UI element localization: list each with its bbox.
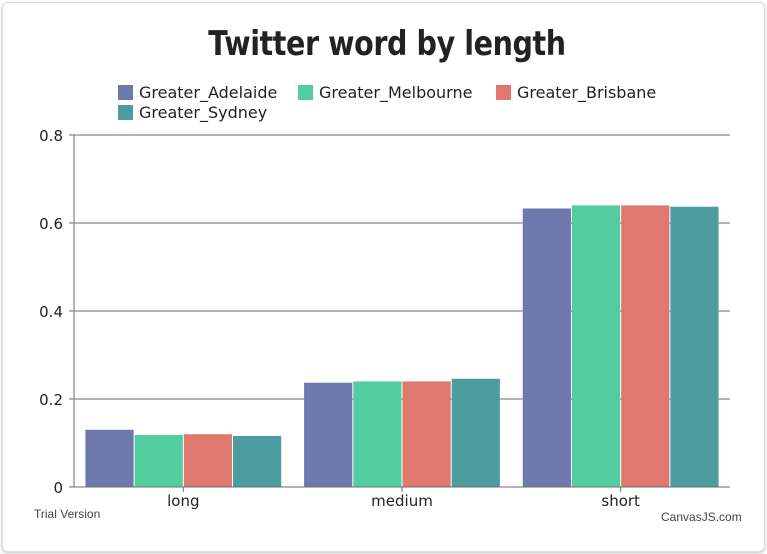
legend-item-greater-sydney[interactable]: Greater_Sydney bbox=[118, 102, 267, 122]
y-tick-label: 0.6 bbox=[39, 215, 63, 233]
bar-greater-sydney-medium[interactable] bbox=[451, 378, 500, 487]
bar-greater-sydney-short[interactable] bbox=[670, 206, 719, 487]
legend-item-greater-melbourne[interactable]: Greater_Melbourne bbox=[298, 82, 472, 102]
credit-link[interactable]: CanvasJS.com bbox=[661, 510, 742, 524]
legend-label: Greater_Adelaide bbox=[139, 82, 278, 102]
legend-label: Greater_Sydney bbox=[139, 102, 268, 122]
trial-version-label: Trial Version bbox=[34, 507, 101, 521]
x-tick-label: short bbox=[601, 492, 640, 510]
legend-swatch bbox=[118, 84, 133, 100]
bar-greater-adelaide-medium[interactable] bbox=[304, 382, 353, 487]
bar-greater-melbourne-short[interactable] bbox=[571, 205, 621, 487]
x-tick-label: long bbox=[167, 492, 199, 510]
chart-title: Twitter word by length bbox=[208, 24, 566, 64]
legend-label: Greater_Brisbane bbox=[517, 82, 657, 102]
bar-greater-brisbane-short[interactable] bbox=[621, 205, 670, 487]
x-tick-label: medium bbox=[371, 492, 433, 510]
bar-greater-melbourne-medium[interactable] bbox=[353, 381, 402, 487]
y-tick-label: 0.4 bbox=[39, 303, 63, 321]
legend-item-greater-adelaide[interactable]: Greater_Adelaide bbox=[118, 82, 277, 102]
bar-greater-sydney-long[interactable] bbox=[233, 435, 282, 487]
bar-greater-adelaide-short[interactable] bbox=[522, 208, 571, 488]
bar-greater-brisbane-long[interactable] bbox=[183, 434, 233, 487]
legend-item-greater-brisbane[interactable]: Greater_Brisbane bbox=[496, 82, 656, 102]
bar-greater-melbourne-long[interactable] bbox=[134, 435, 183, 487]
y-tick-label: 0.2 bbox=[39, 391, 63, 409]
legend-swatch bbox=[118, 104, 133, 120]
bar-greater-brisbane-medium[interactable] bbox=[402, 381, 451, 487]
legend-swatch bbox=[496, 84, 511, 100]
bar-greater-adelaide-long[interactable] bbox=[85, 429, 134, 487]
legend-label: Greater_Melbourne bbox=[319, 82, 473, 102]
y-tick-label: 0.8 bbox=[39, 127, 63, 145]
legend-swatch bbox=[298, 84, 313, 100]
y-tick-label: 0 bbox=[53, 479, 63, 497]
